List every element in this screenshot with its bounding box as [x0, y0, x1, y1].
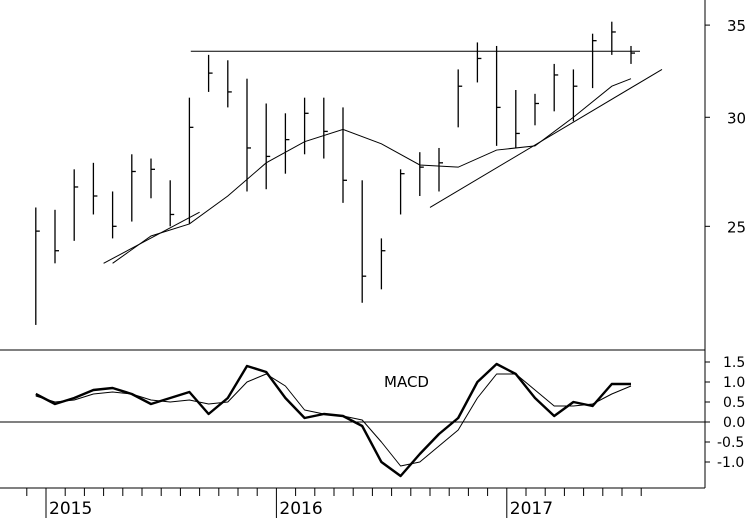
price-bar — [591, 33, 597, 89]
price-bar — [265, 103, 271, 190]
price-bar — [207, 54, 213, 92]
price-bar — [323, 97, 328, 159]
price-bar — [534, 93, 539, 126]
price-bar — [54, 209, 59, 264]
price-bar — [284, 113, 290, 174]
macd-panel: MACD — [0, 362, 705, 478]
year-label: 2015 — [49, 499, 92, 518]
macd-line — [35, 362, 631, 478]
price-bar — [131, 154, 136, 222]
price-bar — [457, 69, 463, 128]
price-bar — [380, 238, 386, 290]
moving-average-line — [112, 78, 632, 264]
macd-tick-label: 1.5 — [723, 355, 745, 371]
price-bar — [611, 21, 616, 55]
price-bar — [572, 69, 578, 122]
price-bar — [92, 162, 98, 215]
price-tick-label: 35 — [727, 17, 746, 35]
price-bar — [73, 169, 79, 241]
uptrend-line-2015 — [103, 211, 200, 264]
price-bar — [399, 169, 405, 215]
price-bar — [495, 45, 501, 146]
price-bar — [361, 180, 367, 303]
price-bar — [150, 158, 155, 199]
price-bar — [169, 180, 175, 227]
price-tick-label: 30 — [727, 109, 746, 127]
price-bar — [35, 207, 40, 325]
price-bar — [515, 90, 520, 148]
uptrend-line — [429, 68, 663, 208]
year-label: 2016 — [279, 499, 322, 518]
year-label: 2017 — [510, 499, 553, 518]
macd-tick-label: 1.0 — [723, 375, 745, 391]
price-bar — [342, 107, 347, 203]
price-bar — [111, 191, 117, 239]
price-bar — [438, 147, 443, 192]
price-tick-label: 25 — [727, 218, 746, 236]
macd-tick-label: 0.5 — [723, 395, 745, 411]
price-bar — [553, 63, 559, 112]
price-bar — [188, 97, 194, 224]
price-bar — [303, 97, 309, 155]
price-bar — [246, 78, 251, 192]
price-bar — [630, 45, 635, 64]
price-bar — [419, 152, 424, 197]
macd-tick-label: -1.0 — [717, 455, 744, 471]
price-panel — [35, 21, 663, 325]
macd-signal-line — [35, 373, 632, 467]
price-bar — [476, 42, 482, 83]
macd-tick-label: -0.5 — [717, 435, 744, 451]
macd-tick-label: 0.0 — [723, 415, 745, 431]
price-bar — [227, 60, 232, 108]
macd-title: MACD — [384, 373, 429, 391]
